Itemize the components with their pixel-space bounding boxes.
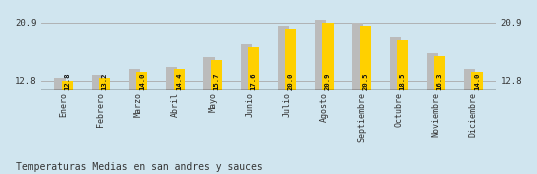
Text: 17.6: 17.6 xyxy=(251,72,257,90)
Bar xyxy=(241,44,252,90)
Text: 20.0: 20.0 xyxy=(288,72,294,90)
Bar xyxy=(211,60,222,90)
Text: 12.8: 12.8 xyxy=(64,72,70,90)
Bar xyxy=(285,29,296,90)
Text: 20.9: 20.9 xyxy=(325,72,331,90)
Bar xyxy=(464,69,475,90)
Bar xyxy=(62,81,73,90)
Bar xyxy=(434,56,445,90)
Text: 13.2: 13.2 xyxy=(101,72,107,90)
Bar xyxy=(166,67,177,90)
Bar xyxy=(397,40,408,90)
Bar xyxy=(352,23,364,90)
Text: 14.4: 14.4 xyxy=(176,72,182,90)
Bar xyxy=(136,72,148,90)
Text: 15.7: 15.7 xyxy=(213,72,220,90)
Bar xyxy=(99,78,110,90)
Bar xyxy=(204,57,214,90)
Text: 20.5: 20.5 xyxy=(362,72,368,90)
Bar xyxy=(315,20,326,90)
Bar xyxy=(360,26,371,90)
Bar xyxy=(389,37,401,90)
Bar xyxy=(129,69,140,90)
Bar xyxy=(173,69,185,90)
Text: 14.0: 14.0 xyxy=(139,72,145,90)
Bar xyxy=(248,46,259,90)
Text: Temperaturas Medias en san andres y sauces: Temperaturas Medias en san andres y sauc… xyxy=(16,162,263,172)
Text: 16.3: 16.3 xyxy=(437,72,443,90)
Bar xyxy=(54,78,66,90)
Bar xyxy=(323,23,333,90)
Bar xyxy=(92,75,103,90)
Bar xyxy=(427,53,438,90)
Text: 18.5: 18.5 xyxy=(400,72,405,90)
Text: 14.0: 14.0 xyxy=(474,72,480,90)
Bar xyxy=(471,72,483,90)
Bar xyxy=(278,26,289,90)
